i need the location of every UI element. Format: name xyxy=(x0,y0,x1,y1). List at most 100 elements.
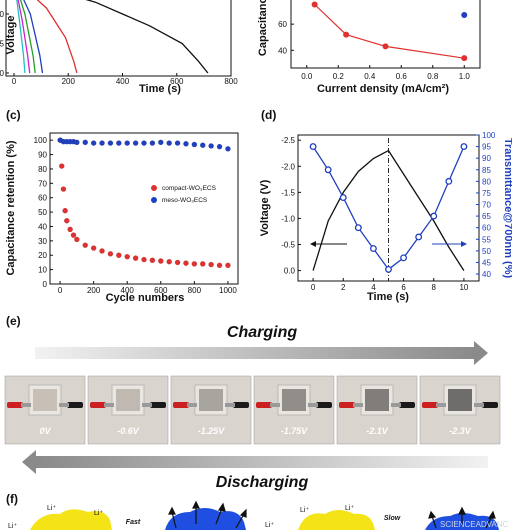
panel-d-transmittance-point xyxy=(430,212,438,220)
panel-c-point-s1 xyxy=(216,143,223,150)
panel-e: (e) Charging 0V -0.6V -1.25V -1.75V -2.1V -2.… xyxy=(4,314,501,491)
panel-d-ytick-label: -0.5 xyxy=(281,241,295,250)
panel-c-point-s0 xyxy=(116,252,122,259)
panel-c-point-s0 xyxy=(58,163,65,169)
panel-d-label: (d) xyxy=(261,108,276,122)
panel-c-point-s0 xyxy=(74,236,80,243)
red-clip xyxy=(339,402,355,408)
panel-c-ytick-label: 90 xyxy=(38,151,47,160)
panel-d-ytick-right-label: 50 xyxy=(482,247,491,256)
discharging-arrow xyxy=(22,450,488,474)
panel-d-ytick-label: -2.0 xyxy=(281,162,295,171)
panel-d-right-arrowhead xyxy=(461,241,467,247)
voltage-label: -2.3V xyxy=(449,426,472,436)
black-clip-jaw xyxy=(59,403,69,407)
panel-c-point-s0 xyxy=(132,255,139,261)
panel-c-point-s1 xyxy=(141,140,147,146)
panel-b-frame xyxy=(290,0,481,69)
panel-c-xtick-label: 800 xyxy=(188,286,202,295)
panel-c-point-s0 xyxy=(174,259,181,266)
panel-c-ytick-label: 0 xyxy=(43,280,48,289)
black-clip xyxy=(67,402,83,408)
legend-marker-meso xyxy=(151,197,157,203)
panel-a-xtick-label: 600 xyxy=(170,77,184,86)
legend-label-meso: meso-WO₃ECS xyxy=(162,197,208,204)
panel-c-point-s1 xyxy=(149,140,156,146)
panel-b: 0.0 0.2 0.4 0.6 0.8 1.0 40 60 Current density (… xyxy=(257,0,481,95)
device-film xyxy=(282,389,306,411)
panel-c-point-s0 xyxy=(191,261,198,267)
ion-label-6: Li⁺ xyxy=(265,522,274,529)
panel-c-point-s0 xyxy=(124,253,131,260)
panel-d-transmittance-point xyxy=(415,233,423,241)
panel-d-ytick-right-label: 55 xyxy=(482,235,491,244)
panel-c-point-s1 xyxy=(225,146,231,152)
panel-c-ytick-label: 50 xyxy=(38,208,47,217)
panel-d-ylabel: Voltage (V) xyxy=(259,179,271,236)
panel-b-xtick-label: 0.4 xyxy=(364,72,376,81)
black-clip-jaw xyxy=(142,403,152,407)
panel-c-ytick-label: 10 xyxy=(38,266,47,275)
panel-c-point-s1 xyxy=(166,140,172,146)
panel-c-point-s0 xyxy=(107,250,114,257)
panel-c-plot: 0 200 400 600 800 1000 0 10 20 30 40 50 60 70 80 90 100 xyxy=(34,136,238,295)
black-clip xyxy=(233,402,249,408)
panel-b-xtick-label: 0.6 xyxy=(396,72,408,81)
red-clip-jaw xyxy=(436,403,446,407)
panel-f: (f) Li⁺ Li⁺ Li⁺ Li⁺ Li⁺ Li⁺ Fast Slow SC… xyxy=(6,492,509,530)
ion-label-3: Li⁺ xyxy=(8,523,17,530)
red-clip-jaw xyxy=(353,403,363,407)
panel-c-point-s0 xyxy=(60,186,67,192)
panel-b-ytick-label: 60 xyxy=(278,20,287,29)
panel-a-xtick-label: 200 xyxy=(62,77,76,86)
voltage-label: -2.1V xyxy=(366,426,389,436)
panel-c-xtick-label: 200 xyxy=(87,286,101,295)
black-clip xyxy=(150,402,166,408)
charging-arrow xyxy=(35,341,488,365)
device-film xyxy=(33,389,57,411)
voltage-label: -1.25V xyxy=(198,426,226,436)
panel-b-xtick-label: 0.2 xyxy=(333,72,345,81)
panel-d-ytick-right-label: 80 xyxy=(482,177,491,186)
panel-d-xtick-label: 6 xyxy=(401,283,406,292)
panel-e-label: (e) xyxy=(6,314,21,328)
panel-c-xtick-label: 400 xyxy=(121,286,135,295)
voltage-label: -0.6V xyxy=(117,426,140,436)
black-clip xyxy=(482,402,498,408)
panel-b-point-blue xyxy=(461,12,468,18)
panel-b-xtick-label: 0.8 xyxy=(427,72,439,81)
panel-b-point xyxy=(461,55,468,62)
panel-d-ytick-right-label: 40 xyxy=(482,270,491,279)
device-photo: -1.25V xyxy=(170,375,252,445)
panel-a-series-0 xyxy=(85,0,209,74)
ion-label-5: Li⁺ xyxy=(345,505,354,512)
panel-a-series-5 xyxy=(16,0,26,74)
panel-c-point-s0 xyxy=(70,232,77,238)
panel-d-ytick-label: -2.5 xyxy=(281,136,295,145)
legend-marker-compact xyxy=(151,185,157,191)
black-clip xyxy=(399,402,415,408)
compact-film-blob-1 xyxy=(30,509,112,530)
panel-d-transmittance-point xyxy=(354,224,362,232)
panel-d-left-arrowhead xyxy=(310,241,316,247)
panel-c-point-s0 xyxy=(183,260,189,266)
panel-c-point-s0 xyxy=(166,258,172,265)
panel-d-ytick-right-label: 45 xyxy=(482,258,491,267)
panel-c-label: (c) xyxy=(6,108,21,122)
meso-film-blob-1 xyxy=(165,508,246,530)
device-photos: 0V -0.6V -1.25V -1.75V -2.1V -2.3V xyxy=(4,375,501,445)
panel-b-plot: 0.0 0.2 0.4 0.6 0.8 1.0 40 60 xyxy=(278,1,470,81)
panel-a-xtick-label: 800 xyxy=(224,77,238,86)
panel-d-voltage-line xyxy=(312,149,465,271)
panel-a-ytick-label: -0.5 xyxy=(0,40,5,49)
panel-c-point-s1 xyxy=(132,140,139,146)
panel-c-point-s1 xyxy=(157,139,164,146)
panel-a-xtick-label: 400 xyxy=(116,77,130,86)
black-clip-jaw xyxy=(225,403,235,407)
compact-film-blob-2 xyxy=(298,510,375,530)
panel-d-transmittance-point xyxy=(385,265,392,273)
panel-c-ytick-label: 70 xyxy=(38,179,47,188)
panel-c-xtick-label: 600 xyxy=(154,286,168,295)
device-photo: -2.1V xyxy=(336,375,418,445)
voltage-label: -1.75V xyxy=(281,426,309,436)
